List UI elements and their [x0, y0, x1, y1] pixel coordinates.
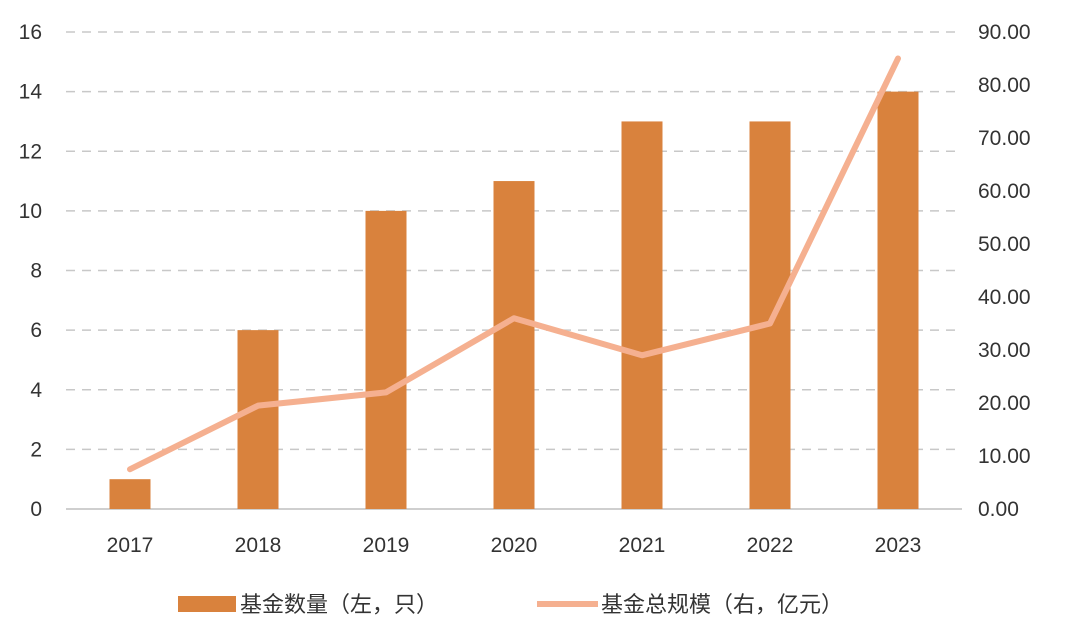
legend-label-bar: 基金数量（左，只） [240, 593, 438, 618]
legend-swatch-bar [178, 596, 236, 612]
bar [493, 181, 535, 509]
y-left-tick-label: 16 [19, 21, 42, 44]
line-point [383, 389, 389, 395]
y-left-tick-label: 10 [19, 200, 42, 223]
y-right-tick-label: 70.00 [978, 127, 1031, 150]
y-right-tick-label: 50.00 [978, 233, 1031, 256]
y-left-tick-label: 12 [19, 140, 42, 163]
x-tick-label: 2017 [107, 534, 154, 557]
y-right-tick-label: 0.00 [978, 498, 1019, 521]
y-right-tick-label: 10.00 [978, 445, 1031, 468]
x-tick-label: 2020 [491, 534, 538, 557]
bar [109, 479, 151, 509]
y-right-tick-label: 60.00 [978, 180, 1031, 203]
x-tick-label: 2021 [619, 534, 666, 557]
line-point [255, 403, 261, 409]
y-left-tick-label: 8 [30, 260, 42, 283]
y-left-tick-label: 14 [19, 81, 43, 104]
x-tick-label: 2019 [363, 534, 410, 557]
bar [877, 91, 919, 509]
x-tick-label: 2018 [235, 534, 282, 557]
legend-label-line: 基金总规模（右，亿元） [601, 593, 843, 618]
x-tick-label: 2022 [747, 534, 794, 557]
bar [237, 330, 279, 509]
line-point [767, 321, 773, 326]
line-point [895, 56, 901, 61]
x-tick-label: 2023 [875, 534, 922, 557]
y-left-tick-label: 2 [30, 438, 42, 461]
y-right-tick-label: 40.00 [978, 286, 1031, 309]
bar [621, 121, 663, 509]
bar [749, 121, 791, 509]
y-right-tick-label: 30.00 [978, 339, 1031, 362]
line-point [639, 352, 645, 358]
y-right-tick-label: 20.00 [978, 392, 1031, 415]
y-left-tick-label: 6 [30, 319, 42, 342]
y-right-tick-label: 90.00 [978, 21, 1031, 44]
line-point [127, 466, 133, 472]
y-left-tick-label: 4 [30, 379, 42, 402]
line-point [511, 315, 517, 321]
y-left-tick-label: 0 [30, 498, 42, 521]
y-right-tick-label: 80.00 [978, 74, 1031, 97]
bar [365, 210, 407, 509]
